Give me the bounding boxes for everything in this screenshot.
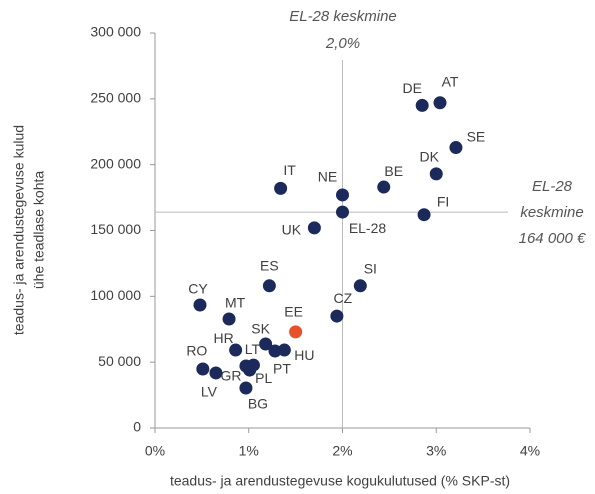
y-tick-label: 250 000 (90, 90, 141, 106)
point (222, 312, 236, 326)
x-tick-label: 1% (239, 443, 259, 459)
point-label: CY (188, 281, 208, 297)
annotation: 2,0% (325, 35, 360, 52)
point-label: LV (201, 384, 218, 400)
y-tick-label: 50 000 (98, 353, 141, 369)
point-label: SE (467, 128, 486, 144)
point (289, 325, 303, 339)
point-label: UK (282, 222, 302, 238)
point (239, 381, 253, 395)
point-label: FI (437, 193, 449, 209)
y-axis-label: teadus- ja arendustegevuse kulud (11, 125, 27, 335)
point (196, 362, 210, 376)
point (307, 221, 321, 235)
point-label: BE (384, 163, 403, 179)
y-axis-label: ühe teadlase kohta (31, 171, 47, 290)
point-label: GR (220, 368, 241, 384)
point (262, 279, 276, 293)
point (429, 167, 443, 181)
y-tick-label: 200 000 (90, 155, 141, 171)
point-label: SK (251, 321, 270, 337)
point-label: HR (214, 330, 234, 346)
point-label: CZ (334, 290, 353, 306)
point-label: MT (225, 295, 246, 311)
point (274, 181, 288, 195)
point (415, 98, 429, 112)
point-label: AT (442, 73, 459, 89)
point-label: BG (248, 396, 268, 412)
point-label: PL (255, 370, 272, 386)
annotation: 164 000 € (519, 230, 586, 247)
point (209, 366, 223, 380)
point-label: EL-28 (349, 220, 387, 236)
point-label: IT (283, 162, 296, 178)
point (336, 188, 349, 202)
point (259, 337, 273, 351)
point (336, 205, 349, 219)
point (229, 343, 243, 357)
y-tick-label: 300 000 (90, 24, 141, 40)
point (277, 343, 291, 357)
annotation: EL-28 keskmine (289, 8, 397, 25)
annotation: EL-28 (532, 178, 573, 195)
point-label: SI (364, 261, 377, 277)
x-axis-label: teadus- ja arendustegevuse kogukulutused… (170, 473, 510, 489)
point (449, 141, 463, 155)
point-label: HU (294, 347, 314, 363)
y-tick-label: 150 000 (90, 221, 141, 237)
point (243, 363, 257, 377)
point (330, 309, 344, 323)
point-label: RO (186, 343, 207, 359)
point (433, 96, 447, 110)
point (377, 180, 391, 194)
y-tick-label: 0 (133, 419, 141, 435)
y-tick-label: 100 000 (90, 287, 141, 303)
point-label: EE (284, 304, 303, 320)
point (268, 344, 282, 358)
point (417, 208, 431, 222)
annotation: keskmine (520, 204, 583, 221)
point-label: DE (402, 80, 421, 96)
x-tick-label: 3% (426, 443, 446, 459)
point-label: NE (318, 169, 337, 185)
point-label: ES (260, 258, 279, 274)
x-tick-label: 4% (520, 443, 540, 459)
point-label: DK (420, 149, 440, 165)
point-label: LT (245, 341, 261, 357)
x-tick-label: 0% (145, 443, 165, 459)
point-label: PT (273, 361, 291, 377)
point (193, 298, 207, 312)
x-tick-label: 2% (332, 443, 352, 459)
point (353, 279, 367, 293)
